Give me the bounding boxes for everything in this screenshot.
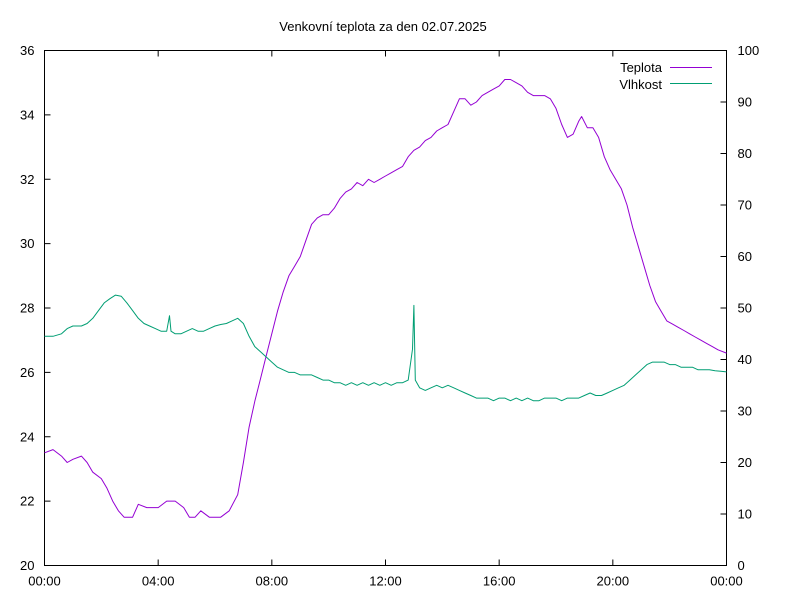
- x-tick-label: 08:00: [256, 574, 289, 589]
- y-tick-label: 24: [20, 429, 34, 444]
- x-tick-label: 16:00: [483, 574, 516, 589]
- x-tick-label: 00:00: [710, 574, 743, 589]
- x-tick-label: 12:00: [369, 574, 402, 589]
- y2-tick-label: 20: [738, 455, 752, 470]
- y2-tick-label: 70: [738, 198, 752, 213]
- y-tick-label: 32: [20, 172, 34, 187]
- x-axis: 00:00 04:00 08:00 12:00 16:00 20:00 00:00: [28, 50, 743, 589]
- y2-tick-label: 100: [738, 43, 760, 58]
- y2-tick-label: 0: [738, 558, 745, 573]
- y-tick-label: 22: [20, 494, 34, 509]
- y-tick-label: 20: [20, 558, 34, 573]
- y-tick-label: 26: [20, 365, 34, 380]
- y-tick-label: 34: [20, 107, 34, 122]
- y2-tick-label: 30: [738, 404, 752, 419]
- plot-border: [44, 50, 727, 566]
- chart-title: Venkovní teplota za den 02.07.2025: [279, 19, 486, 34]
- legend-label-vlhkost: Vlhkost: [619, 77, 662, 92]
- series-line-teplota: [44, 79, 727, 518]
- y-axis-right: 0 10 20 30 40 50 60 70 80 90 100: [720, 43, 760, 573]
- series-line-vlhkost: [44, 294, 727, 402]
- y2-tick-label: 60: [738, 249, 752, 264]
- x-tick-label: 00:00: [28, 574, 61, 589]
- y-tick-label: 36: [20, 43, 34, 58]
- y2-tick-label: 50: [738, 301, 752, 316]
- series-lines: [44, 79, 727, 518]
- y2-tick-label: 90: [738, 95, 752, 110]
- y-axis-left: 20 22 24 26 28 30 32 34 36: [20, 43, 51, 573]
- legend-label-teplota: Teplota: [620, 60, 663, 75]
- y2-tick-label: 40: [738, 352, 752, 367]
- x-tick-label: 04:00: [142, 574, 175, 589]
- legend: Teplota Vlhkost: [619, 60, 712, 92]
- y2-tick-label: 80: [738, 146, 752, 161]
- y-tick-label: 28: [20, 301, 34, 316]
- x-tick-label: 20:00: [597, 574, 630, 589]
- y-tick-label: 30: [20, 236, 34, 251]
- y2-tick-label: 10: [738, 507, 752, 522]
